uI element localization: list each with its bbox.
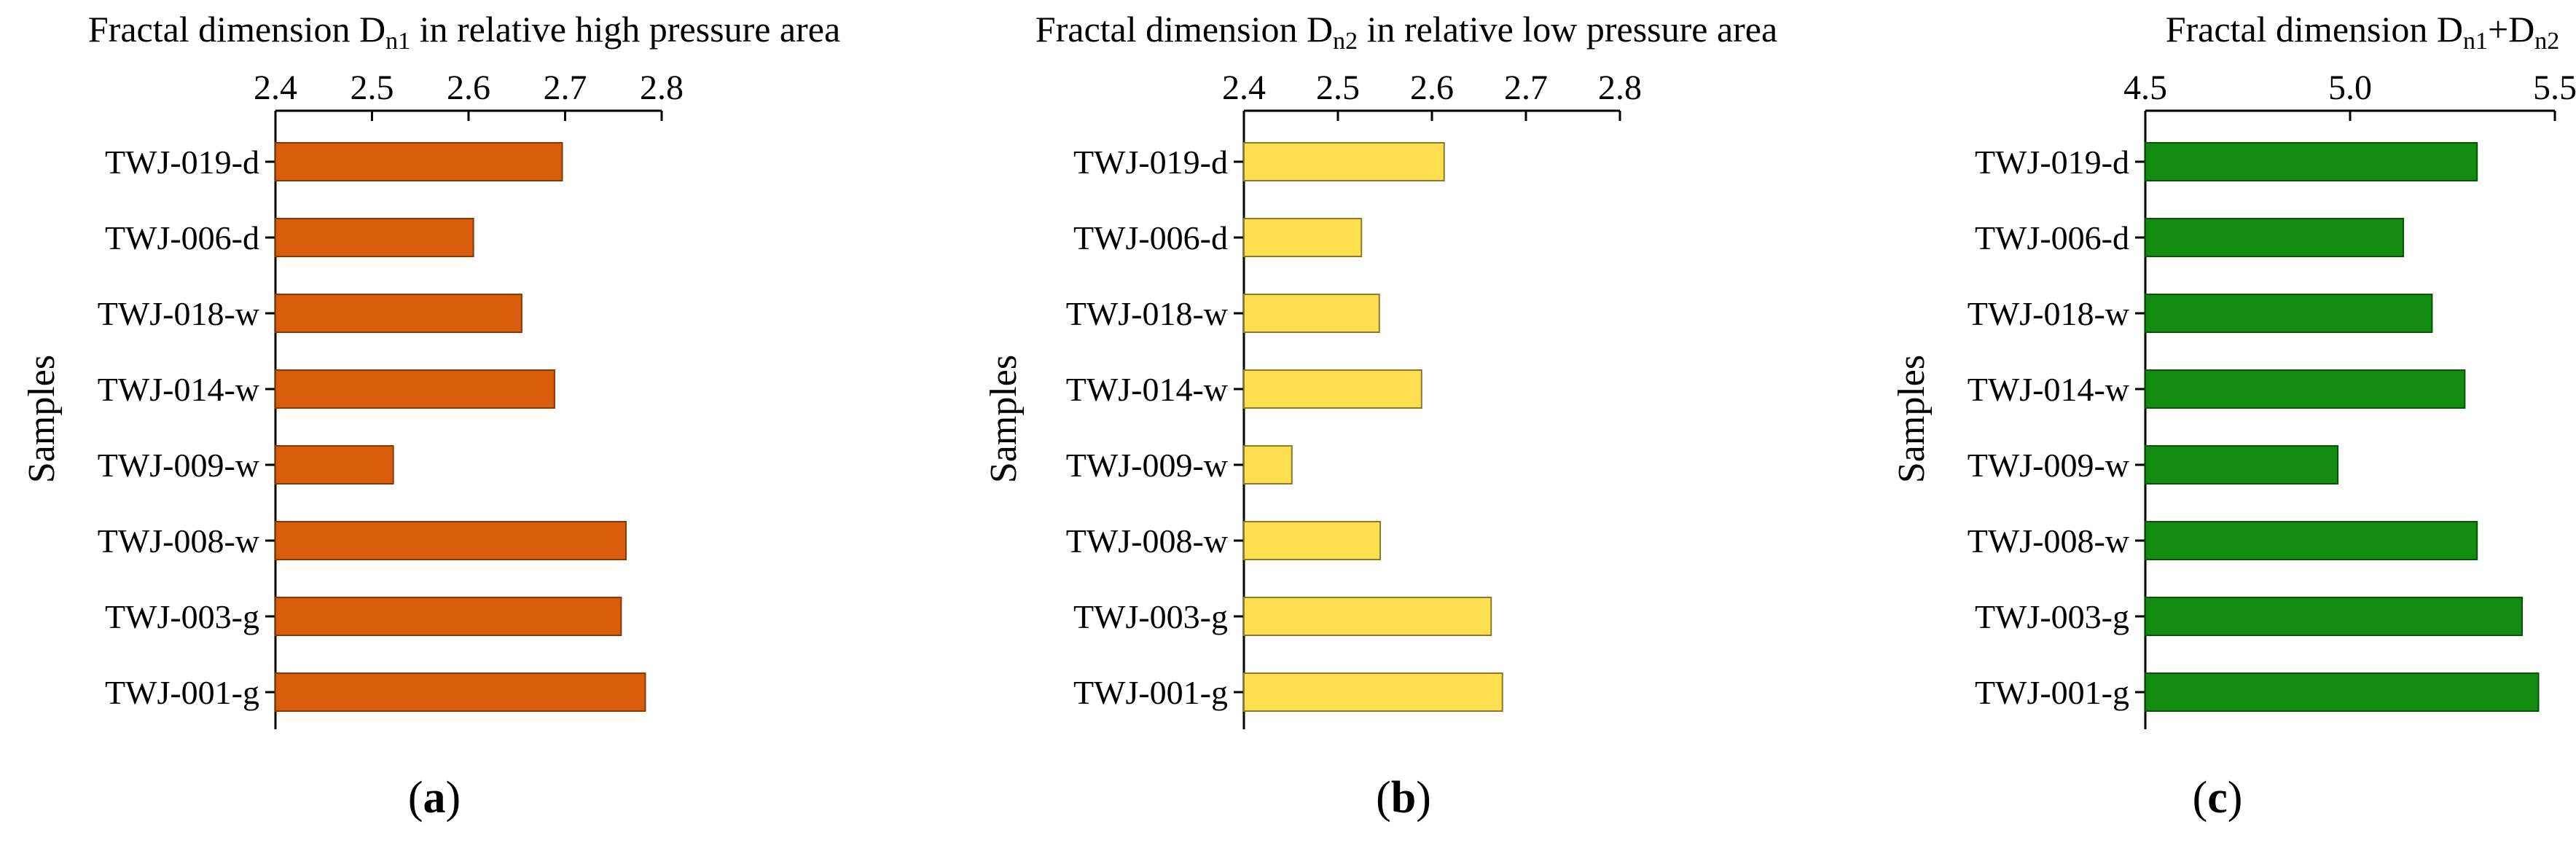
- x-tick-label: 2.4: [254, 68, 297, 107]
- x-tick-label: 2.6: [447, 68, 490, 107]
- x-tick-label: 2.7: [1504, 68, 1548, 107]
- y-tick-label: TWJ-009-w: [1066, 447, 1229, 484]
- chart-panel-a: Fractal dimension Dn1 in relative high p…: [0, 0, 947, 867]
- x-tick-label: 2.8: [640, 68, 684, 107]
- y-tick-label: TWJ-001-g: [1975, 674, 2129, 711]
- bar: [2145, 369, 2466, 409]
- y-tick-label: TWJ-019-d: [1975, 144, 2129, 181]
- y-tick-label: TWJ-019-d: [105, 144, 259, 181]
- panel-label: (b): [1376, 773, 1431, 823]
- chart-title: Fractal dimension Dn1+Dn2: [2165, 7, 2560, 54]
- bar: [1243, 672, 1503, 712]
- bar: [1243, 294, 1380, 333]
- bar-chart-c: 4.5 5.0 5.5 Samples TWJ-019-d TWJ-006-d TWJ-01…: [1891, 68, 2576, 729]
- x-tick-label: 5.0: [2328, 68, 2372, 107]
- title-suffix: in relative low pressure area: [1358, 9, 1778, 50]
- title-subscript-2: n2: [2534, 28, 2560, 55]
- y-tick-label: TWJ-003-g: [1975, 598, 2129, 635]
- bar: [2145, 521, 2478, 560]
- y-tick-label: TWJ-018-w: [98, 295, 260, 332]
- y-tick-label: TWJ-006-d: [1073, 219, 1228, 256]
- x-tick-label: 2.5: [1316, 68, 1360, 107]
- y-tick-label: TWJ-018-w: [1968, 295, 2130, 332]
- y-tick-label: TWJ-009-w: [98, 447, 260, 484]
- bar: [1243, 597, 1492, 636]
- y-tick-label: TWJ-006-d: [1975, 219, 2129, 256]
- title-subscript: n1: [385, 28, 411, 55]
- x-tick-label: 2.5: [351, 68, 394, 107]
- title-suffix: in relative high pressure area: [410, 9, 841, 50]
- y-tick-label: TWJ-001-g: [1073, 674, 1228, 711]
- bar: [1243, 445, 1293, 484]
- bar: [2145, 294, 2433, 333]
- y-tick-label: TWJ-008-w: [1968, 522, 2130, 560]
- chart-panel-b: Fractal dimension Dn2 in relative low pr…: [947, 0, 1895, 867]
- y-axis-label: Samples: [1891, 355, 1933, 483]
- x-tick-label: 2.4: [1222, 68, 1266, 107]
- bar: [2145, 597, 2524, 636]
- y-axis-label: Samples: [21, 355, 63, 483]
- x-tick-label: 2.6: [1410, 68, 1454, 107]
- title-prefix: Fractal dimension D: [1035, 9, 1334, 50]
- chart-panel-c: Fractal dimension Dn1+Dn2 4.5 5.0 5.5 Sampl…: [1891, 0, 2576, 867]
- y-tick-label: TWJ-014-w: [1968, 371, 2130, 408]
- bar: [1243, 521, 1382, 560]
- title-prefix: Fractal dimension D: [2165, 9, 2463, 50]
- x-tick-label: 5.5: [2533, 68, 2576, 107]
- bar: [1243, 369, 1422, 409]
- y-tick-label: TWJ-009-w: [1968, 447, 2130, 484]
- panel-label: (c): [2192, 773, 2243, 823]
- bar: [275, 142, 563, 181]
- chart-title: Fractal dimension Dn1 in relative high p…: [87, 7, 841, 54]
- chart-title: Fractal dimension Dn2 in relative low pr…: [1035, 7, 1778, 54]
- bar: [275, 294, 522, 333]
- title-mid: +D: [2487, 9, 2535, 50]
- y-tick-label: TWJ-008-w: [1066, 522, 1229, 560]
- bar: [275, 597, 622, 636]
- y-tick-label: TWJ-019-d: [1073, 144, 1228, 181]
- bar: [275, 521, 627, 560]
- title-subscript: n2: [1333, 28, 1358, 55]
- y-tick-label: TWJ-006-d: [105, 219, 259, 256]
- bar: [2145, 218, 2405, 257]
- x-tick-label: 4.5: [2123, 68, 2167, 107]
- y-tick-label: TWJ-014-w: [1066, 371, 1229, 408]
- bar: [2145, 142, 2478, 181]
- bar: [275, 672, 646, 712]
- y-axis-label: Samples: [983, 355, 1025, 483]
- bar: [1243, 218, 1363, 257]
- y-tick-label: TWJ-014-w: [98, 371, 260, 408]
- title-subscript: n1: [2462, 28, 2488, 55]
- y-tick-label: TWJ-003-g: [1073, 598, 1228, 635]
- panel-label: (a): [407, 773, 461, 823]
- x-tick-label: 2.8: [1598, 68, 1642, 107]
- bar: [1243, 142, 1445, 181]
- x-tick-label: 2.7: [544, 68, 587, 107]
- y-tick-label: TWJ-001-g: [105, 674, 259, 711]
- y-tick-label: TWJ-008-w: [98, 522, 260, 560]
- bar: [275, 369, 555, 409]
- bar-chart-a: 2.4 2.5 2.6 2.7 2.8 Samples TWJ-019-d TWJ-006-d…: [21, 68, 684, 729]
- y-tick-label: TWJ-003-g: [105, 598, 259, 635]
- y-tick-label: TWJ-018-w: [1066, 295, 1229, 332]
- bar: [275, 445, 394, 484]
- bar-chart-b: 2.4 2.5 2.6 2.7 2.8 Samples TWJ-019-d TWJ-006-d…: [983, 68, 1642, 729]
- bar: [2145, 672, 2540, 712]
- bar: [2145, 445, 2339, 484]
- title-prefix: Fractal dimension D: [87, 9, 386, 50]
- bar: [275, 218, 474, 257]
